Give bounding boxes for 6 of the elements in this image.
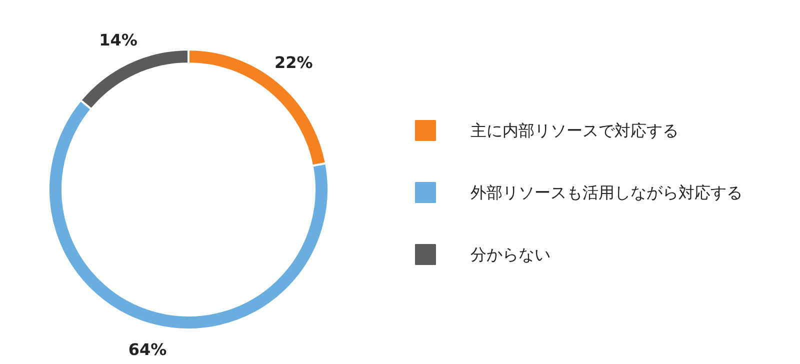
legend-label: 外部リソースも活用しながら対応する (470, 183, 742, 202)
data-label: 14% (99, 30, 138, 50)
data-label: 64% (128, 340, 167, 359)
data-label: 22% (274, 52, 313, 72)
legend-label: 分からない (470, 245, 550, 264)
legend-label: 主に内部リソースで対応する (470, 121, 678, 140)
